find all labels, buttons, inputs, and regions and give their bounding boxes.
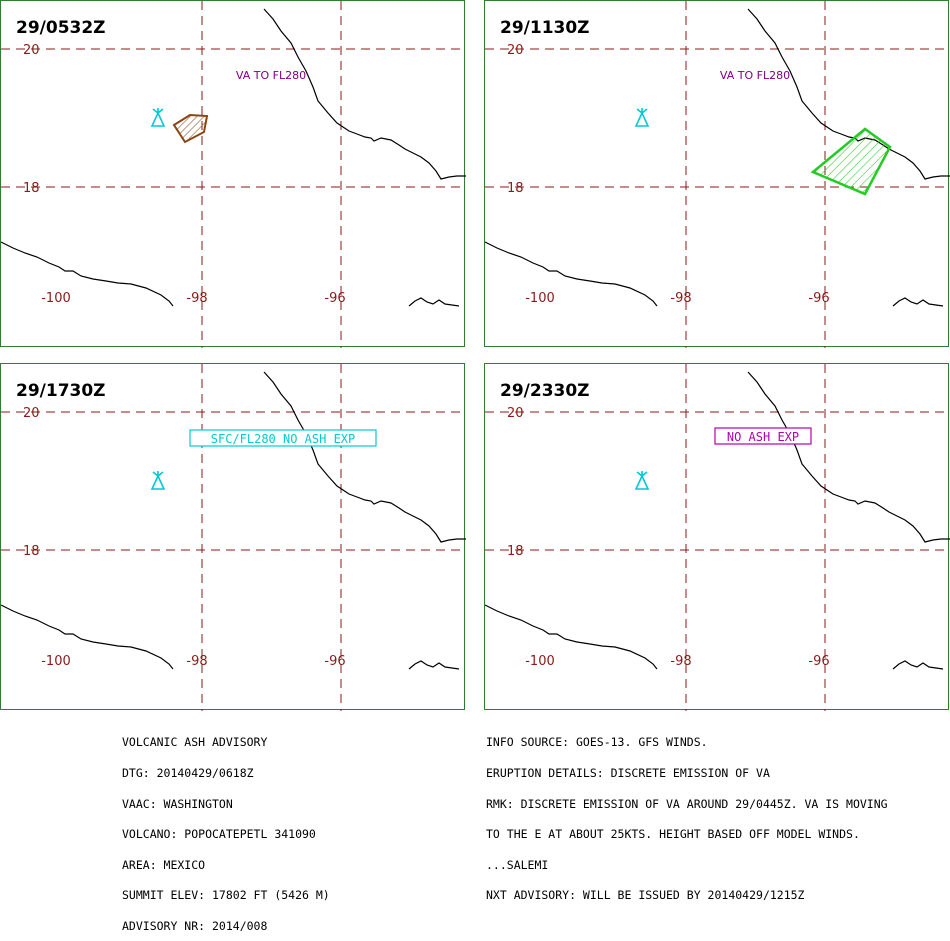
coastline-islets [892, 660, 944, 670]
coastline-gulf [263, 371, 466, 543]
lon-label-100: -100 [525, 654, 555, 669]
volcano-icon [150, 108, 166, 127]
panel-time-4: 29/2330Z [500, 381, 590, 401]
lat-label-18: 18 [23, 544, 40, 559]
lat-label-20: 20 [23, 43, 40, 58]
coastline-gulf [747, 8, 950, 180]
lon-label-96: -96 [324, 654, 345, 669]
lon-label-98: -98 [186, 654, 207, 669]
map-canvas-1: 20 18 -100 -98 -96 VA TO FL280 [1, 1, 466, 348]
advisory-right-text: INFO SOURCE: GOES-13. GFS WINDS. ERUPTIO… [486, 717, 888, 911]
panel-time-3: 29/1730Z [16, 381, 106, 401]
lat-label-20: 20 [507, 406, 524, 421]
ash-label-box [714, 427, 812, 445]
map-panel-4: 20 18 -100 -98 -96 NO ASH EXP 29/2330Z [484, 363, 950, 711]
lon-label-100: -100 [525, 291, 555, 306]
ash-cloud-forecast [810, 127, 892, 196]
map-canvas-2: 20 18 -100 -98 -96 VA TO FL280 [485, 1, 950, 348]
advisory-line: TO THE E AT ABOUT 25KTS. HEIGHT BASED OF… [486, 827, 860, 842]
map-panel-3: 20 18 -100 -98 -96 SFC/FL280 NO ASH EXP 29/17… [0, 363, 466, 711]
lon-label-98: -98 [670, 291, 691, 306]
lon-label-98: -98 [670, 654, 691, 669]
coastline-gulf [263, 8, 466, 180]
advisory-line: VAAC: WASHINGTON [122, 796, 233, 811]
coastline-pacific [485, 241, 658, 307]
coastline-islets [408, 660, 460, 670]
advisory-line: INFO SOURCE: GOES-13. GFS WINDS. [486, 735, 708, 750]
advisory-line: VOLCANIC ASH ADVISORY [122, 735, 268, 750]
lon-label-96: -96 [808, 291, 829, 306]
volcano-icon [150, 471, 166, 490]
coastline-gulf [747, 371, 950, 543]
advisory-line: ADVISORY NR: 2014/008 [122, 918, 268, 933]
ash-label: SFC/FL280 NO ASH EXP [211, 432, 356, 446]
lon-label-96: -96 [808, 654, 829, 669]
advisory-line: DTG: 20140429/0618Z [122, 766, 254, 780]
ash-label: VA TO FL280 [720, 69, 790, 82]
ash-cloud-observed [172, 113, 209, 144]
lat-label-18: 18 [23, 181, 40, 196]
lat-label-18: 18 [507, 181, 524, 196]
advisory-line: ERUPTION DETAILS: DISCRETE EMISSION OF V… [486, 766, 770, 780]
coastline-pacific [485, 604, 658, 670]
ash-label-box [189, 429, 377, 447]
map-panel-2: 20 18 -100 -98 -96 VA TO FL280 29/1130Z [484, 0, 950, 348]
lon-label-96: -96 [324, 291, 345, 306]
panel-time-2: 29/1130Z [500, 18, 590, 38]
ash-label: VA TO FL280 [236, 69, 306, 82]
map-canvas-4: 20 18 -100 -98 -96 NO ASH EXP [485, 364, 950, 711]
lat-label-18: 18 [507, 544, 524, 559]
advisory-line: NXT ADVISORY: WILL BE ISSUED BY 20140429… [486, 888, 805, 903]
lon-label-100: -100 [41, 291, 71, 306]
map-canvas-3: 20 18 -100 -98 -96 SFC/FL280 NO ASH EXP [1, 364, 466, 711]
advisory-line: AREA: MEXICO [122, 857, 206, 872]
lat-label-20: 20 [507, 43, 524, 58]
coastline-pacific [1, 604, 174, 670]
coastline-pacific [1, 241, 174, 307]
advisory-line: RMK: DISCRETE EMISSION OF VA AROUND 29/0… [486, 796, 888, 811]
lat-label-20: 20 [23, 406, 40, 421]
lon-label-98: -98 [186, 291, 207, 306]
volcano-icon [634, 471, 650, 490]
volcano-icon [634, 108, 650, 127]
coastline-islets [892, 297, 944, 307]
panel-time-1: 29/0532Z [16, 18, 106, 38]
advisory-line: VOLCANO: POPOCATEPETL 341090 [122, 827, 316, 842]
advisory-left-text: VOLCANIC ASH ADVISORY DTG: 20140429/0618… [122, 717, 330, 941]
ash-label: NO ASH EXP [727, 430, 799, 444]
lon-label-100: -100 [41, 654, 71, 669]
coastline-islets [408, 297, 460, 307]
advisory-line: SUMMIT ELEV: 17802 FT (5426 M) [122, 888, 330, 903]
map-panel-1: 20 18 -100 -98 -96 VA TO FL280 29/0532Z [0, 0, 466, 348]
advisory-line: ...SALEMI [486, 857, 549, 872]
